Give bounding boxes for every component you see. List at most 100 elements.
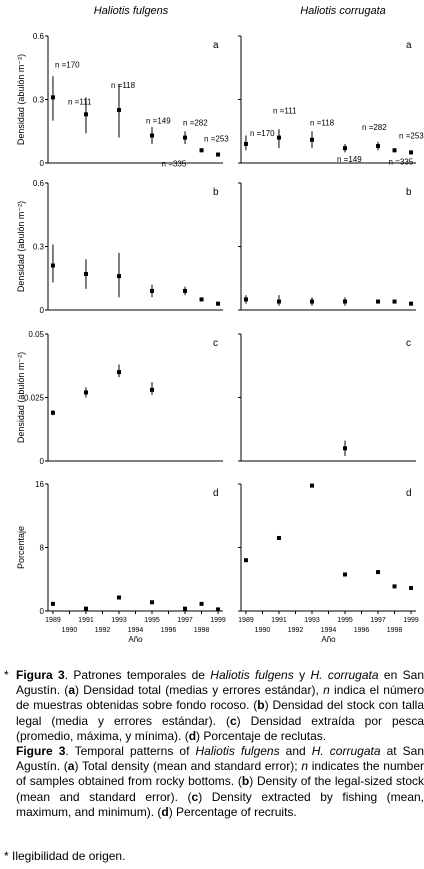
data-point xyxy=(83,390,88,395)
data-point xyxy=(243,141,248,146)
x-tick-label: 1991 xyxy=(78,617,94,624)
data-point xyxy=(409,301,414,306)
data-point xyxy=(116,370,121,375)
panel-letter: b xyxy=(213,187,219,198)
data-point xyxy=(150,288,155,293)
panel-c-fulgens: 0 0.025 0.05 c Densidad (abulón m⁻²) xyxy=(16,330,223,466)
data-point xyxy=(376,299,381,304)
sample-size-label: n =118 xyxy=(310,119,335,128)
sample-size-label: n =253 xyxy=(204,135,229,144)
data-point xyxy=(276,135,281,140)
x-tick-label: 1996 xyxy=(354,627,370,634)
y-axis-label: Densidad (abulón m⁻²) xyxy=(16,352,26,443)
sample-size-label: n =111 xyxy=(68,97,92,106)
sample-size-label: n =149 xyxy=(146,116,171,125)
data-point xyxy=(343,146,348,151)
y-tick-label: 0 xyxy=(40,607,45,616)
sample-size-label: n =253 xyxy=(399,131,424,140)
x-tick-label: 1992 xyxy=(95,627,111,634)
x-axis-label: Año xyxy=(321,635,336,644)
panel-b-corrugata: b xyxy=(238,182,416,311)
data-point xyxy=(116,274,121,279)
data-point xyxy=(199,148,204,153)
panel-c-corrugata: c xyxy=(238,333,416,462)
x-tick-label: 1998 xyxy=(387,627,403,634)
sample-size-label: n =335 xyxy=(389,157,414,166)
y-axis-label: Densidad (abulón m⁻²) xyxy=(16,54,26,145)
data-point xyxy=(343,299,348,304)
data-point xyxy=(199,601,204,606)
sample-size-label: n =170 xyxy=(250,129,275,138)
y-tick-label: 0.6 xyxy=(33,32,45,41)
x-axis-label: Año xyxy=(128,635,143,644)
data-point xyxy=(309,483,314,488)
y-tick-label: 0.025 xyxy=(24,394,45,403)
data-point xyxy=(376,570,381,575)
figure-panels: Haliotis fulgens Haliotis corrugata 0 0.3… xyxy=(16,5,424,644)
caption-english: Figure 3. Temporal patterns of Haliotis … xyxy=(16,744,424,819)
data-point xyxy=(392,584,397,589)
data-point xyxy=(343,446,348,451)
x-tick-label: 1995 xyxy=(144,617,160,624)
data-point xyxy=(376,144,381,149)
data-point xyxy=(309,299,314,304)
data-point xyxy=(83,272,88,277)
x-tick-label: 1999 xyxy=(210,617,226,624)
data-point xyxy=(309,137,314,142)
x-tick-label: 1994 xyxy=(321,627,337,634)
data-point xyxy=(409,150,414,155)
data-point xyxy=(183,135,188,140)
data-point xyxy=(183,288,188,293)
y-tick-label: 16 xyxy=(35,480,44,489)
sample-size-label: n =149 xyxy=(337,155,362,164)
data-point xyxy=(343,572,348,577)
data-point xyxy=(50,263,55,268)
data-point xyxy=(392,148,397,153)
y-tick-label: 0.3 xyxy=(33,243,45,252)
panel-letter: c xyxy=(213,338,218,349)
figure-caption: * Figura 3. Patrones temporales de Halio… xyxy=(0,668,424,820)
data-point xyxy=(199,297,204,302)
x-tick-label: 1994 xyxy=(128,627,144,634)
data-point xyxy=(116,595,121,600)
x-tick-label: 1991 xyxy=(271,617,287,624)
sample-size-label: n =170 xyxy=(55,60,80,69)
data-point xyxy=(276,535,281,540)
caption-marker: * xyxy=(4,668,9,682)
x-tick-label: 1989 xyxy=(238,617,254,624)
x-tick-label: 1992 xyxy=(288,627,304,634)
y-axis-label: Densidad (abulón m⁻²) xyxy=(16,201,26,292)
data-point xyxy=(392,299,397,304)
data-point xyxy=(216,301,221,306)
y-tick-label: 8 xyxy=(40,544,45,553)
y-tick-label: 0.3 xyxy=(33,96,45,105)
sample-size-label: n =335 xyxy=(162,159,187,168)
caption-spanish: Figura 3. Patrones temporales de Halioti… xyxy=(16,668,424,743)
panel-letter: c xyxy=(406,338,411,349)
data-point xyxy=(409,585,414,590)
y-tick-label: 0.6 xyxy=(33,179,45,188)
data-point xyxy=(50,601,55,606)
column-title-corrugata: Haliotis corrugata xyxy=(300,5,386,17)
data-point xyxy=(150,387,155,392)
y-tick-label: 0 xyxy=(40,159,45,168)
data-point xyxy=(276,299,281,304)
x-tick-label: 1990 xyxy=(62,627,78,634)
panel-letter: a xyxy=(213,40,219,51)
data-point xyxy=(243,297,248,302)
footnote: * Ilegibilidad de origen. xyxy=(4,849,126,863)
data-point xyxy=(183,606,188,611)
panel-letter: d xyxy=(213,488,219,499)
sample-size-label: n =282 xyxy=(362,123,387,132)
x-tick-label: 1993 xyxy=(304,617,320,624)
data-point xyxy=(83,606,88,611)
data-point xyxy=(216,152,221,157)
panel-a-fulgens: 0 0.3 0.6 a Densidad (abulón m⁻²) n =170 n =11… xyxy=(16,32,229,168)
column-title-fulgens: Haliotis fulgens xyxy=(94,5,169,17)
data-point xyxy=(83,112,88,117)
y-axis-label: Porcentaje xyxy=(16,526,26,569)
x-tick-label: 1989 xyxy=(45,617,61,624)
x-tick-label: 1998 xyxy=(194,627,210,634)
data-point xyxy=(150,600,155,605)
